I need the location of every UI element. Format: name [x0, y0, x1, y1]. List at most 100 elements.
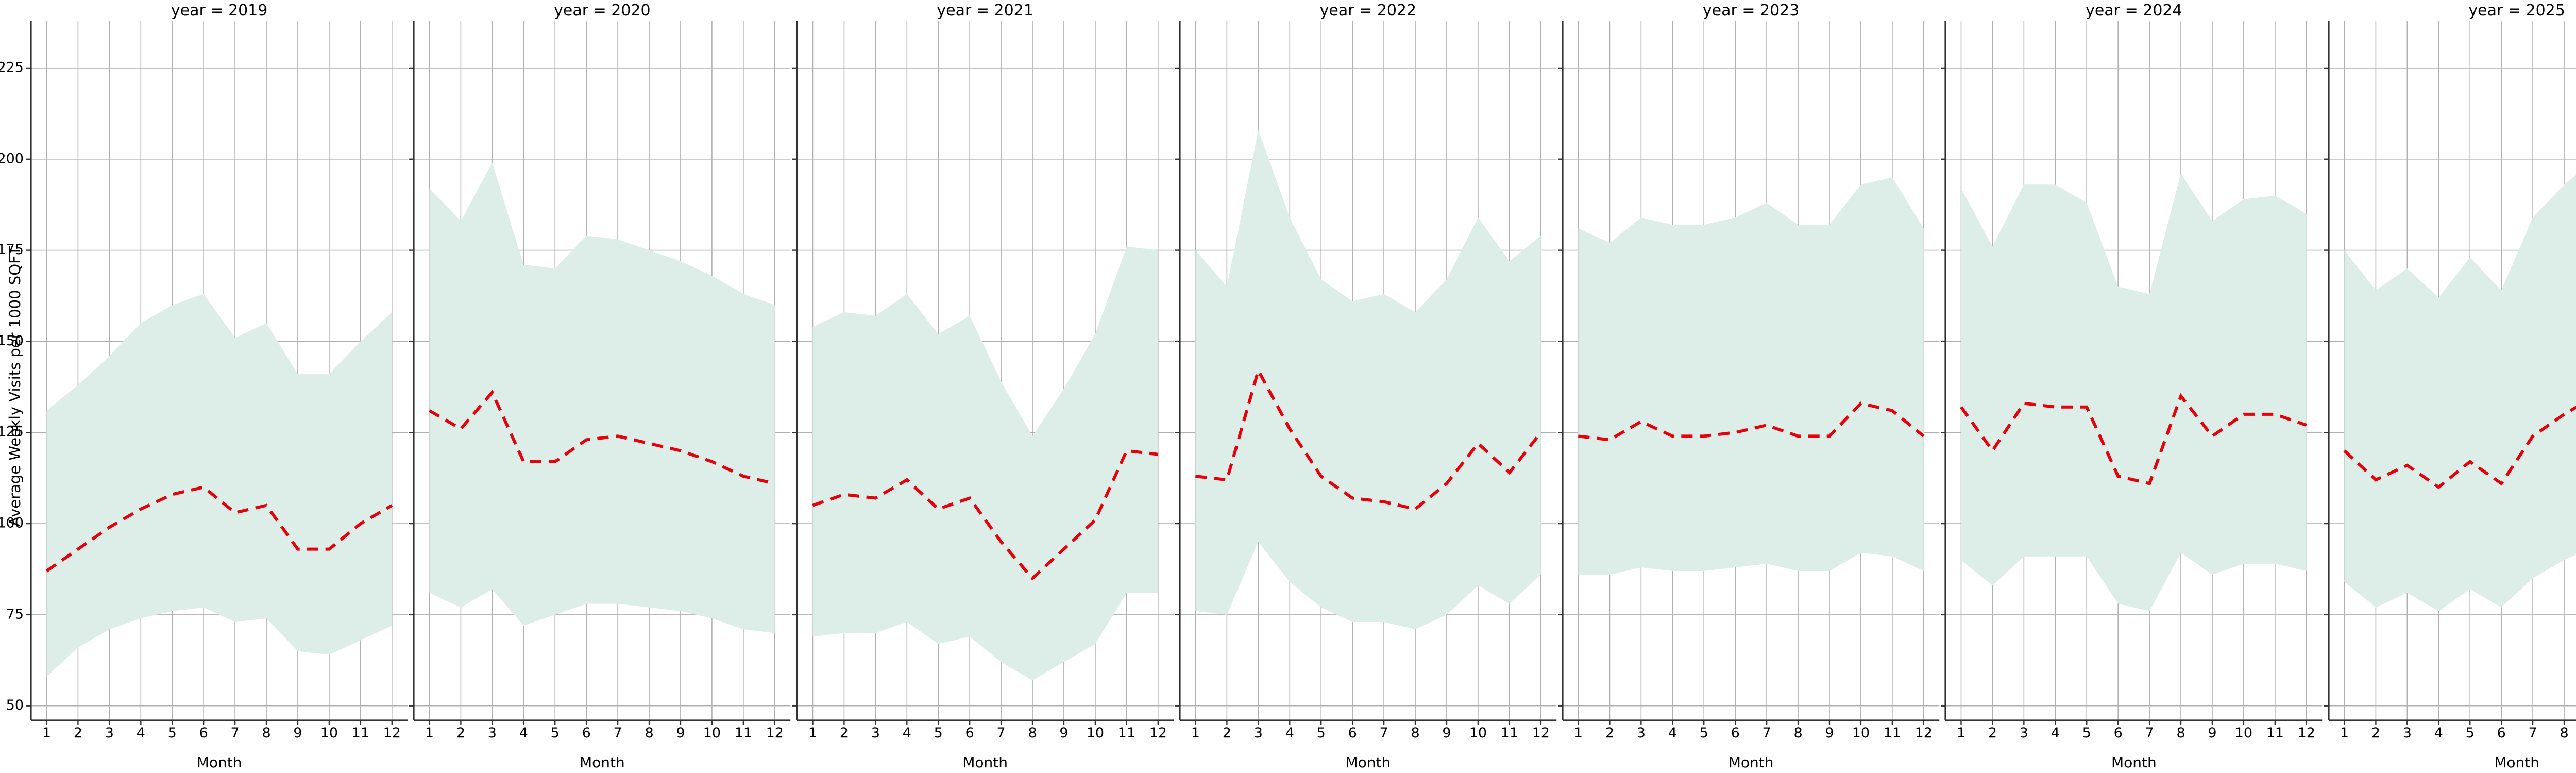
x-tick-label: 11 [1500, 725, 1518, 741]
x-tick-label: 5 [2082, 725, 2091, 741]
x-tick-label: 10 [1086, 725, 1104, 741]
y-axis-label: Average Weekly Visits per 1000 SQFT [4, 0, 26, 773]
x-tick-label: 8 [2560, 725, 2568, 741]
x-tick-label: 12 [1532, 725, 1549, 741]
x-tick-label: 5 [551, 725, 560, 741]
median-line [811, 449, 1158, 581]
y-tick-label: 100 [0, 515, 24, 531]
median-line [2343, 405, 2576, 490]
x-tick-label: 7 [231, 725, 240, 741]
x-tick-label: 7 [1379, 725, 1388, 741]
facet-title: year = 2019 [171, 2, 268, 20]
x-axis-label: Month [1345, 754, 1391, 771]
x-tick-label: 1 [1957, 725, 1965, 741]
x-tick-label: 5 [934, 725, 942, 741]
x-tick-label: 5 [1316, 725, 1325, 741]
x-tick-label: 9 [293, 725, 302, 741]
x-tick-label: 3 [2402, 725, 2411, 741]
y-axis-label-text: Average Weekly Visits per 1000 SQFT [6, 246, 24, 527]
x-tick-label: 2 [1223, 725, 1231, 741]
x-tick-label: 4 [519, 725, 528, 741]
percentile-band [1961, 174, 2307, 611]
x-tick-label: 7 [1762, 725, 1771, 741]
x-tick-label: 2 [2371, 725, 2380, 741]
x-tick-label: 12 [2298, 725, 2315, 741]
x-tick-label: 10 [2235, 725, 2252, 741]
facet-panel-2025: year = 2025123456789101112Month [2324, 0, 2576, 773]
x-tick-label: 2 [839, 725, 848, 741]
percentile-band [2344, 175, 2576, 611]
x-tick-label: 11 [1117, 725, 1135, 741]
x-tick-label: 12 [1915, 725, 1933, 741]
x-tick-label: 3 [105, 725, 114, 741]
x-tick-label: 11 [1884, 725, 1901, 741]
x-tick-label: 6 [2114, 725, 2123, 741]
percentile-band [812, 246, 1158, 681]
x-tick-label: 2 [74, 725, 82, 741]
median-line [45, 485, 393, 573]
x-tick-label: 5 [168, 725, 177, 741]
x-tick-label: 12 [383, 725, 401, 741]
median-line [1578, 401, 1925, 442]
x-tick-label: 9 [1059, 725, 1068, 741]
x-tick-label: 4 [2051, 725, 2060, 741]
x-tick-label: 6 [199, 725, 208, 741]
x-tick-label: 12 [766, 725, 784, 741]
x-tick-label: 1 [425, 725, 434, 741]
x-tick-label: 7 [996, 725, 1005, 741]
y-tick-label: 200 [0, 150, 24, 166]
x-tick-label: 8 [1793, 725, 1802, 741]
facet-title: year = 2021 [937, 2, 1033, 20]
x-tick-label: 6 [1731, 725, 1740, 741]
x-tick-label: 8 [1028, 725, 1037, 741]
x-tick-label: 10 [703, 725, 721, 741]
x-tick-label: 11 [2266, 725, 2284, 741]
x-tick-label: 6 [1348, 725, 1357, 741]
x-tick-label: 5 [2465, 725, 2474, 741]
x-tick-label: 2 [456, 725, 465, 741]
x-axis-label: Month [962, 754, 1008, 771]
y-tick-label: 175 [0, 242, 24, 258]
facet-title: year = 2024 [2086, 2, 2182, 20]
median-line [1960, 393, 2308, 485]
x-tick-label: 3 [488, 725, 497, 741]
x-tick-label: 7 [2528, 725, 2537, 741]
x-tick-label: 6 [582, 725, 591, 741]
x-tick-label: 5 [1700, 725, 1708, 741]
x-tick-label: 9 [1442, 725, 1451, 741]
x-tick-label: 1 [1191, 725, 1200, 741]
x-tick-label: 4 [902, 725, 911, 741]
x-tick-label: 1 [808, 725, 817, 741]
x-tick-label: 9 [676, 725, 685, 741]
x-tick-label: 3 [1254, 725, 1263, 741]
x-tick-label: 8 [645, 725, 654, 741]
facet-title: year = 2025 [2468, 2, 2565, 20]
x-tick-label: 3 [2020, 725, 2028, 741]
x-tick-label: 8 [262, 725, 270, 741]
x-axis-label: Month [2494, 754, 2539, 771]
percentile-band [429, 162, 775, 633]
x-tick-label: 7 [614, 725, 622, 741]
x-axis-label: Month [196, 754, 242, 771]
x-axis-label: Month [1728, 754, 1774, 771]
y-tick-label: 150 [0, 333, 24, 349]
x-tick-label: 6 [965, 725, 974, 741]
x-tick-label: 8 [1411, 725, 1419, 741]
facet-panel-2019: year = 2019 50 75 100 125 150 175 200 225 1 2 3 4 5 6 7… [0, 0, 411, 773]
x-tick-label: 3 [1637, 725, 1646, 741]
x-tick-label: 10 [1852, 725, 1870, 741]
percentile-band [1195, 130, 1541, 630]
facet-panel-2020: year = 2020 1 2 3 4 5 6 7 8 9 10 11 12 Month [409, 0, 793, 773]
facet-title: year = 2022 [1319, 2, 1417, 20]
x-tick-label: 1 [1574, 725, 1583, 741]
x-tick-label: 8 [2177, 725, 2185, 741]
x-tick-label: 4 [2434, 725, 2443, 741]
x-tick-label: 3 [871, 725, 879, 741]
